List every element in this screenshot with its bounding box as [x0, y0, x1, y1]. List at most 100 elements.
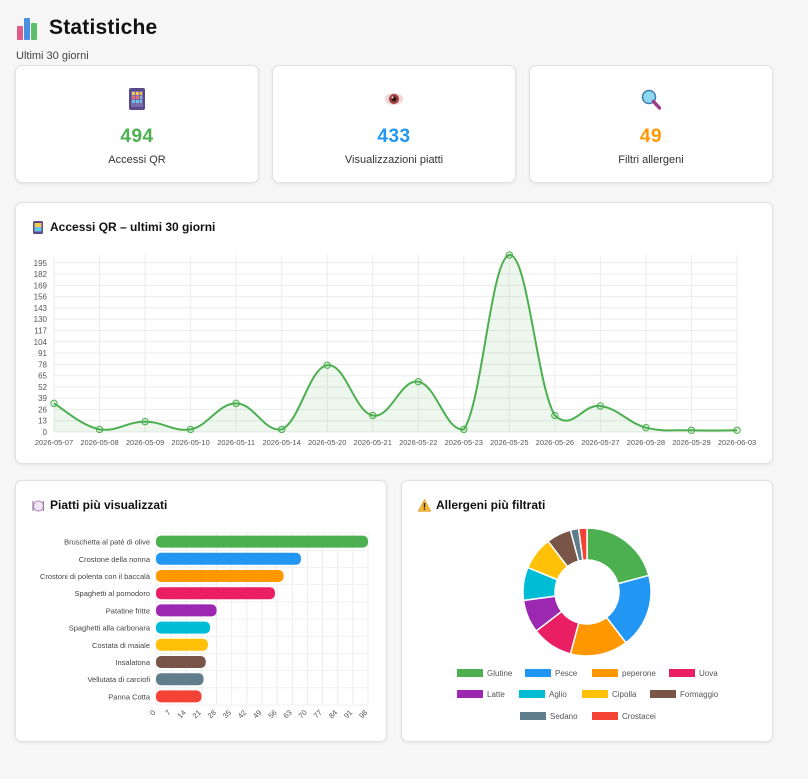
x-tick-label: 77	[312, 708, 324, 720]
line-chart: 0 13 26 39 52 65 78 91 104 117 130 143 156 169 182 195 2…	[34, 251, 756, 447]
legend-swatch	[525, 669, 551, 677]
data-point	[186, 425, 195, 434]
x-tick-label: 91	[342, 708, 354, 720]
bar	[156, 673, 204, 686]
stat-value: 433	[377, 126, 411, 147]
legend-label: Aglio	[549, 690, 567, 699]
data-point	[95, 425, 104, 434]
data-point	[232, 399, 240, 408]
x-tick-label: 2026-05-21	[354, 438, 392, 447]
stat-value: 494	[120, 126, 154, 147]
category-label: Crostoni di polenta con il baccalà	[40, 572, 151, 581]
x-tick-label: 2026-05-20	[308, 438, 346, 447]
x-tick-label: 49	[251, 708, 263, 720]
x-tick-label: 7	[163, 708, 172, 717]
bar	[156, 621, 211, 634]
y-tick-label: 26	[38, 405, 47, 414]
legend-label: Formaggio	[680, 690, 719, 699]
legend-swatch	[519, 690, 545, 698]
y-tick-label: 169	[34, 281, 48, 290]
y-tick-label: 78	[38, 360, 47, 369]
category-label: Panna Cotta	[108, 692, 151, 701]
x-tick-label: 2026-05-28	[627, 438, 665, 447]
data-point	[141, 417, 149, 426]
page-subtitle: Ultimi 30 giorni	[16, 50, 89, 62]
y-tick-label: 117	[34, 326, 47, 335]
y-tick-label: 91	[38, 349, 47, 358]
y-tick-label: 39	[38, 394, 47, 403]
x-tick-label: 2026-05-23	[445, 438, 483, 447]
y-tick-label: 143	[34, 304, 48, 313]
data-point	[687, 426, 696, 434]
stat-label: Filtri allergeni	[618, 154, 684, 166]
legend-swatch	[457, 669, 483, 677]
x-tick-label: 2026-05-09	[126, 438, 164, 447]
phone-icon	[32, 220, 44, 234]
x-tick-label: 63	[281, 708, 293, 720]
data-point	[642, 423, 650, 432]
bar	[156, 638, 208, 651]
data-point	[277, 425, 286, 434]
legend-label: Pesce	[555, 669, 578, 678]
qr-phone-icon	[127, 88, 147, 110]
y-tick-label: 195	[34, 259, 48, 268]
x-tick-label: 2026-05-10	[171, 438, 209, 447]
donut-chart-title: Allergeni più filtrati	[436, 498, 546, 512]
x-tick-label: 98	[357, 708, 369, 720]
stat-label: Accessi QR	[108, 154, 166, 166]
bar	[156, 587, 275, 600]
x-tick-label: 2026-05-14	[262, 438, 300, 447]
category-label: Spaghetti al pomodoro	[75, 589, 150, 598]
legend-label: Uova	[699, 669, 718, 678]
bar	[156, 535, 368, 548]
card-title: Allergeni più filtrati	[417, 498, 546, 512]
stat-card-qr: 494 Accessi QR	[15, 65, 259, 183]
data-point	[50, 399, 58, 408]
legend-label: Latte	[487, 690, 505, 699]
bar-chart: 0 7 14 21 28 35 42 49 56 63 70 77 84 91 98 Bruschetta a…	[40, 532, 369, 720]
stat-card-views: 433 Visualizzazioni piatti	[272, 65, 516, 183]
category-label: Patatine fritte	[106, 606, 150, 615]
warning-icon	[417, 498, 432, 512]
line-chart-title: Accessi QR – ultimi 30 giorni	[50, 220, 216, 234]
data-point	[323, 361, 331, 369]
bar	[156, 552, 301, 565]
x-tick-label: 2026-06-03	[718, 438, 756, 447]
bar	[156, 570, 284, 582]
legend-swatch	[592, 712, 618, 720]
x-tick-label: 42	[236, 708, 248, 720]
legend-swatch	[669, 669, 695, 677]
line-chart-card: Accessi QR – ultimi 30 giorni 0 13 26 39 52 6…	[15, 202, 773, 464]
data-point	[460, 425, 468, 434]
category-label: Crostone della nonna	[79, 555, 151, 564]
card-title: Piatti più visualizzati	[32, 498, 167, 512]
x-tick-label: 35	[221, 708, 233, 720]
y-tick-label: 13	[38, 417, 47, 426]
data-point	[596, 402, 605, 410]
data-point	[505, 251, 514, 259]
legend-swatch	[592, 669, 618, 677]
x-tick-label: 0	[148, 708, 157, 717]
eye-icon	[384, 88, 404, 110]
data-point	[414, 377, 422, 386]
x-tick-label: 84	[327, 708, 339, 720]
legend-label: Sedano	[550, 712, 578, 721]
donut-slice	[577, 527, 588, 562]
legend-label: Cipolla	[612, 690, 637, 699]
stat-card-filters: 49 Filtri allergeni	[529, 65, 773, 183]
x-tick-label: 2026-05-07	[35, 438, 73, 447]
page-title: Statistiche	[49, 16, 158, 39]
category-label: Bruschetta al paté di olive	[64, 538, 150, 547]
donut-chart: Glutine Pesce peperone Uova Latte Aglio Cipoll…	[457, 527, 719, 721]
x-tick-label: 2026-05-11	[217, 438, 255, 447]
magnifier-icon	[641, 88, 662, 110]
category-label: Spaghetti alla carbonara	[69, 624, 151, 633]
x-tick-label: 14	[175, 708, 187, 720]
x-tick-label: 2026-05-22	[399, 438, 437, 447]
x-tick-label: 2026-05-08	[80, 438, 118, 447]
x-tick-label: 56	[266, 708, 278, 720]
x-tick-label: 2026-05-29	[672, 438, 710, 447]
donut-slice	[586, 527, 650, 585]
y-tick-label: 52	[38, 383, 47, 392]
bar-chart-icon	[17, 16, 39, 40]
